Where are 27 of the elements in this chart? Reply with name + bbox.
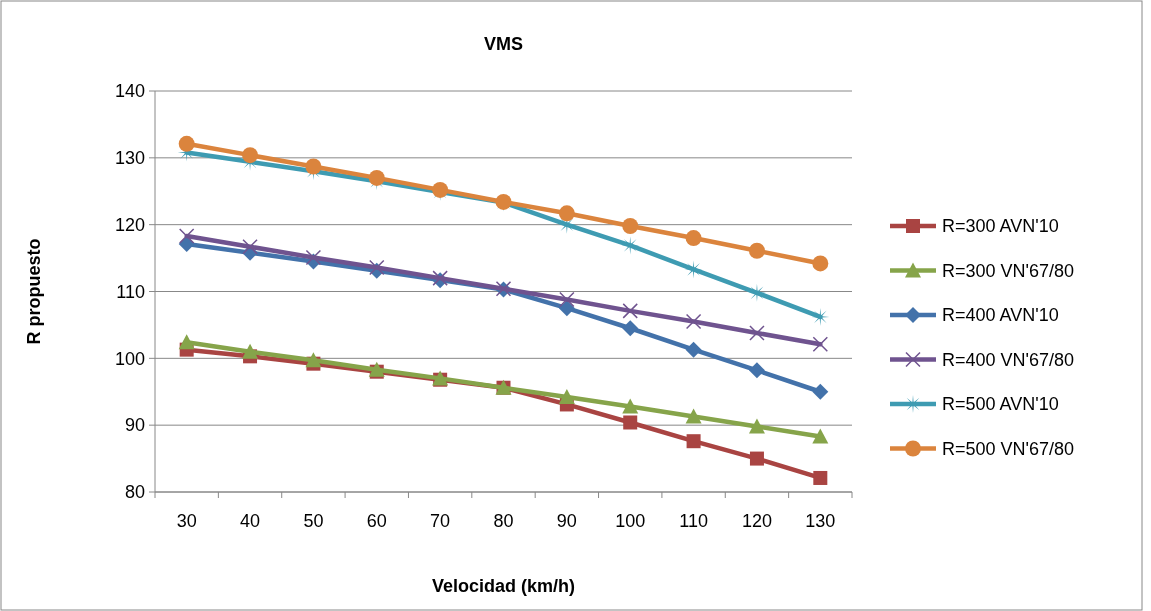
x-tick-label: 40 xyxy=(240,511,261,531)
y-tick-label: 130 xyxy=(114,148,145,169)
x-tick-label: 70 xyxy=(430,511,451,531)
legend-label: R=500 VN'67/80 xyxy=(942,438,1075,459)
legend-label: R=300 AVN'10 xyxy=(942,216,1059,237)
x-tick-label: 80 xyxy=(493,511,514,531)
y-axis-title: R propuesto xyxy=(24,238,44,345)
legend-label: R=400 VN'67/80 xyxy=(942,349,1075,370)
y-tick-label: 140 xyxy=(114,81,145,102)
x-tick-label: 30 xyxy=(176,511,197,531)
x-tick-label: 110 xyxy=(679,511,708,531)
y-tick-label: 110 xyxy=(116,281,145,302)
x-axis-title: Velocidad (km/h) xyxy=(431,576,576,596)
legend-label: R=500 AVN'10 xyxy=(942,394,1059,415)
chart-title: VMS xyxy=(483,34,524,54)
x-tick-label: 120 xyxy=(741,511,772,531)
y-tick-label: 100 xyxy=(114,348,145,369)
legend-label: R=400 AVN'10 xyxy=(942,305,1059,326)
y-tick-label: 120 xyxy=(114,214,145,235)
x-tick-label: 50 xyxy=(303,511,324,531)
x-tick-label: 100 xyxy=(615,511,646,531)
x-tick-label: 60 xyxy=(366,511,387,531)
y-tick-label: 90 xyxy=(124,415,145,436)
y-tick-label: 80 xyxy=(124,482,145,503)
x-tick-label: 90 xyxy=(556,511,577,531)
x-tick-label: 130 xyxy=(805,511,836,531)
legend-label: R=300 VN'67/80 xyxy=(942,260,1075,281)
